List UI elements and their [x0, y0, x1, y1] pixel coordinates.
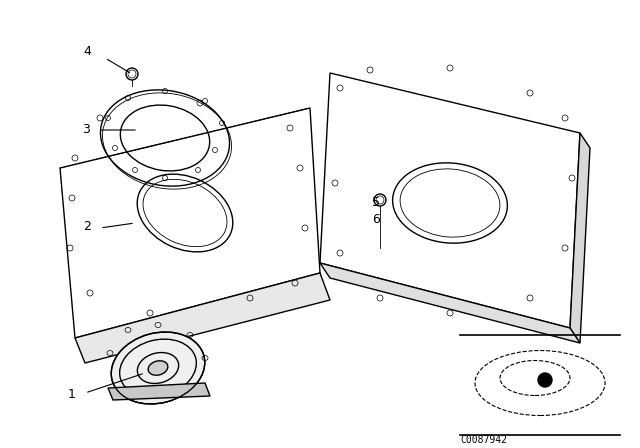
Text: 1: 1 — [68, 388, 76, 401]
Ellipse shape — [148, 361, 168, 375]
Text: C0087942: C0087942 — [460, 435, 507, 445]
Text: 4: 4 — [83, 45, 91, 58]
Polygon shape — [570, 133, 590, 343]
Text: 2: 2 — [83, 220, 91, 233]
Polygon shape — [75, 273, 330, 363]
Polygon shape — [60, 108, 320, 338]
Text: 6: 6 — [372, 213, 380, 226]
Ellipse shape — [500, 361, 570, 396]
Polygon shape — [320, 73, 580, 328]
Polygon shape — [108, 383, 210, 400]
Text: 5: 5 — [372, 196, 380, 209]
Text: 3: 3 — [82, 123, 90, 136]
Ellipse shape — [538, 373, 552, 387]
Polygon shape — [320, 263, 580, 343]
Ellipse shape — [475, 350, 605, 415]
Ellipse shape — [111, 332, 205, 404]
